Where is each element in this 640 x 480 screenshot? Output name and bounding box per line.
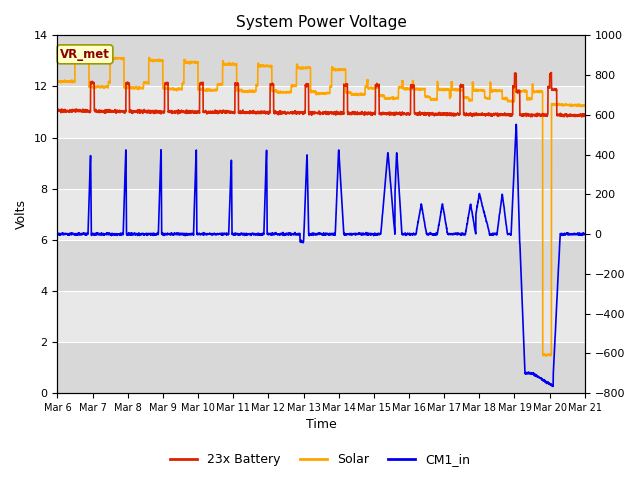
23x Battery (571, 113, 579, 119)
23x Battery (581, 112, 589, 118)
Line: 23x Battery: 23x Battery (58, 72, 585, 117)
23x Battery (578, 114, 586, 120)
Bar (58, 138, 585, 189)
Solar (256, 62, 264, 68)
Text: VR_met: VR_met (60, 48, 110, 61)
CM1_in (514, 172, 522, 178)
Bar (58, 36, 585, 86)
Solar (114, 56, 122, 61)
Solar (571, 103, 579, 108)
Bar (58, 291, 585, 342)
CM1_in (513, 121, 520, 127)
Bar (58, 240, 585, 291)
Solar (54, 78, 61, 84)
CM1_in (581, 231, 589, 237)
23x Battery (278, 110, 286, 116)
CM1_in (145, 230, 153, 236)
CM1_in (571, 232, 579, 238)
CM1_in (114, 231, 122, 237)
Y-axis label: Volts: Volts (15, 199, 28, 229)
Title: System Power Voltage: System Power Voltage (236, 15, 406, 30)
Solar (279, 89, 287, 95)
Bar (58, 86, 585, 138)
23x Battery (145, 109, 153, 115)
Solar (145, 55, 153, 60)
CM1_in (278, 231, 286, 237)
Solar (72, 50, 80, 56)
Bar (58, 189, 585, 240)
23x Battery (114, 109, 122, 115)
Solar (541, 353, 549, 359)
Bar (58, 342, 585, 393)
23x Battery (514, 89, 522, 95)
CM1_in (256, 231, 264, 237)
Line: Solar: Solar (58, 53, 585, 356)
Line: CM1_in: CM1_in (58, 124, 585, 386)
Legend: 23x Battery, Solar, CM1_in: 23x Battery, Solar, CM1_in (164, 448, 476, 471)
23x Battery (54, 107, 61, 112)
CM1_in (54, 230, 61, 236)
Solar (514, 89, 522, 95)
CM1_in (549, 384, 557, 389)
Solar (581, 103, 589, 108)
X-axis label: Time: Time (306, 419, 337, 432)
23x Battery (256, 109, 264, 115)
23x Battery (548, 70, 556, 75)
